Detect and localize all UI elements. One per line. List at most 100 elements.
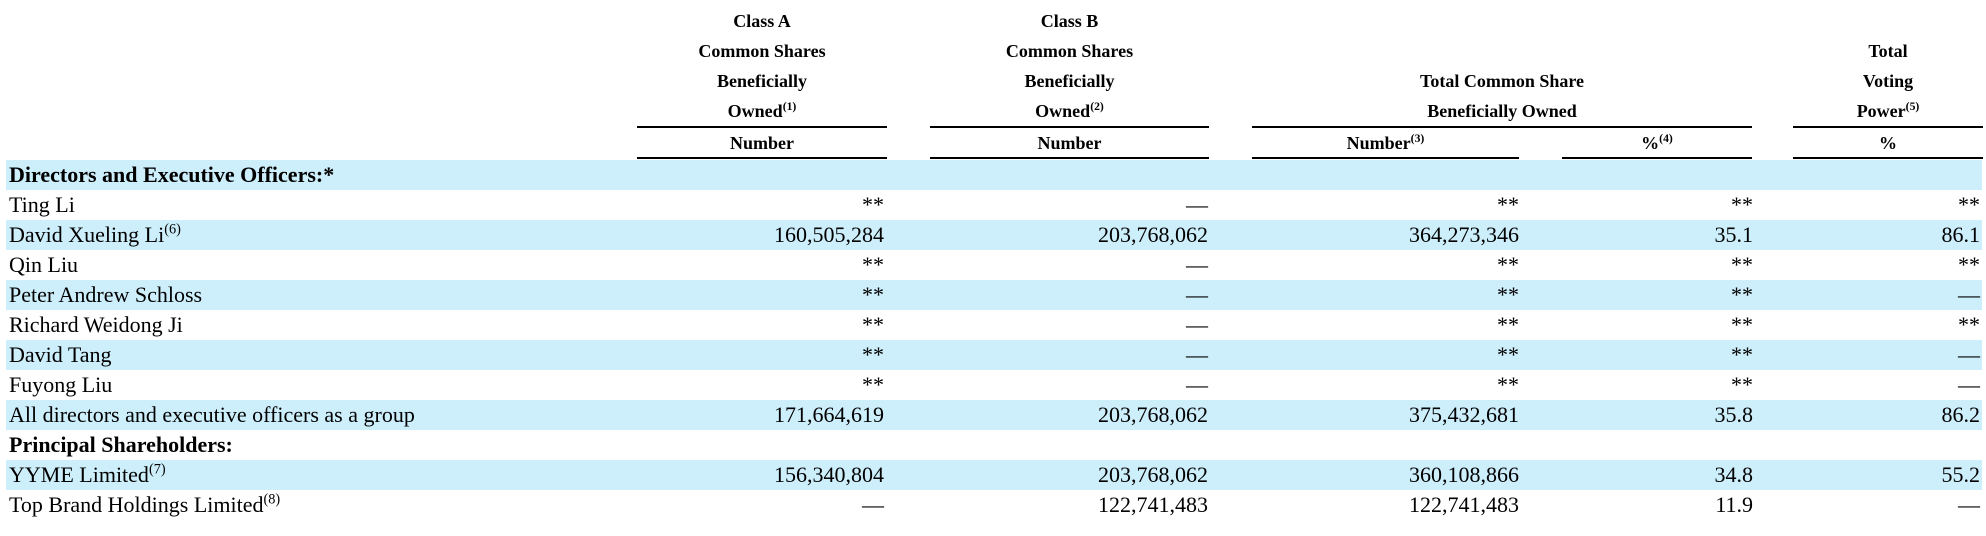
- total-pct-value: **: [1731, 372, 1753, 397]
- voting-pct-value: —: [1958, 492, 1980, 517]
- total-value: **: [1497, 312, 1519, 337]
- holder-name-text: Richard Weidong Ji: [9, 312, 183, 337]
- footnote-marker: (1): [782, 100, 797, 113]
- class-b-number-header: Number: [1037, 133, 1102, 153]
- holder-name-text: David Xueling Li: [9, 222, 165, 247]
- class-a-value: **: [862, 372, 884, 397]
- class-a-header-line: Common Shares: [698, 41, 826, 61]
- footnote-marker: (2): [1090, 100, 1104, 113]
- voting-pct-value: —: [1958, 372, 1980, 397]
- class-b-header-line: Common Shares: [1005, 41, 1134, 61]
- class-b-value: —: [1186, 342, 1208, 367]
- holder-name: Peter Andrew Schloss: [9, 280, 202, 310]
- holder-name: YYME Limited(7): [9, 460, 166, 490]
- class-b-header-line: Beneficially: [1024, 71, 1115, 91]
- holder-name: Top Brand Holdings Limited(8): [9, 490, 280, 520]
- table-row: Top Brand Holdings Limited(8) — 122,741,…: [6, 490, 1982, 520]
- total-rule: [1252, 126, 1752, 128]
- table-row: Fuyong Liu ** — ** ** —: [6, 370, 1982, 400]
- class-a-header-line: Class A: [733, 11, 791, 31]
- class-a-number-header: Number: [730, 133, 794, 153]
- total-pct-value: 35.1: [1714, 222, 1754, 247]
- voting-sub-rule: [1793, 157, 1983, 159]
- table-row: David Xueling Li(6) 160,505,284 203,768,…: [6, 220, 1982, 250]
- voting-header-line: Total: [1868, 41, 1908, 61]
- class-a-sub-rule: [637, 157, 887, 159]
- class-b-value: 203,768,062: [1098, 462, 1208, 487]
- holder-name-text: David Tang: [9, 342, 112, 367]
- total-pct-rule: [1562, 157, 1752, 159]
- class-b-value: 203,768,062: [1098, 402, 1208, 427]
- total-value: **: [1497, 342, 1519, 367]
- voting-header: Total Voting Power(5): [1793, 36, 1983, 126]
- table-row: Qin Liu ** — ** ** **: [6, 250, 1982, 280]
- total-value: 364,273,346: [1409, 222, 1519, 247]
- class-b-header: Class B Common Shares Beneficially Owned…: [930, 6, 1209, 126]
- holder-name-text: Qin Liu: [9, 252, 79, 277]
- total-header: Total Common Share Beneficially Owned: [1252, 66, 1752, 126]
- voting-header-line: Power(5): [1793, 96, 1983, 126]
- total-value: **: [1497, 282, 1519, 307]
- voting-pct-value: —: [1958, 282, 1980, 307]
- voting-header-power: Power: [1856, 101, 1906, 121]
- holder-name-text: All directors and executive officers as …: [9, 402, 415, 427]
- table-row: Richard Weidong Ji ** — ** ** **: [6, 310, 1982, 340]
- class-a-value: 156,340,804: [774, 462, 884, 487]
- class-b-value: —: [1186, 312, 1208, 337]
- total-pct-value: **: [1731, 312, 1753, 337]
- total-header-line: Beneficially Owned: [1427, 101, 1577, 121]
- total-pct-value: 11.9: [1715, 492, 1753, 517]
- class-a-value: 171,664,619: [774, 402, 884, 427]
- class-a-value: **: [862, 192, 884, 217]
- voting-pct-value: 55.2: [1941, 462, 1981, 487]
- class-b-rule: [930, 126, 1209, 128]
- total-value: 122,741,483: [1409, 492, 1519, 517]
- total-value: 360,108,866: [1409, 462, 1519, 487]
- class-b-header-line: Owned(2): [930, 96, 1209, 126]
- table-row: Ting Li ** — ** ** **: [6, 190, 1982, 220]
- class-b-sub-rule: [930, 157, 1209, 159]
- table-row: David Tang ** — ** ** —: [6, 340, 1982, 370]
- total-value: **: [1497, 372, 1519, 397]
- holder-name: David Xueling Li(6): [9, 220, 181, 250]
- holder-name: Richard Weidong Ji: [9, 310, 183, 340]
- holder-name-text: Ting Li: [9, 192, 75, 217]
- class-a-header-owned: Owned: [727, 101, 783, 121]
- total-pct-label: %: [1641, 133, 1660, 153]
- holder-name: Fuyong Liu: [9, 370, 112, 400]
- section-row-principal: Principal Shareholders:: [6, 430, 1982, 460]
- holder-name-text: Fuyong Liu: [9, 372, 113, 397]
- table-row: Peter Andrew Schloss ** — ** ** —: [6, 280, 1982, 310]
- total-number-rule: [1252, 157, 1519, 159]
- total-pct-value: 35.8: [1714, 402, 1754, 427]
- footnote-marker: (8): [263, 491, 281, 508]
- class-a-rule: [637, 126, 887, 128]
- voting-pct-value: 86.1: [1941, 222, 1981, 247]
- total-value: 375,432,681: [1409, 402, 1519, 427]
- class-b-value: —: [1186, 192, 1208, 217]
- total-pct-header: %(4): [1562, 128, 1752, 158]
- class-a-value: **: [862, 252, 884, 277]
- holder-name-text: YYME Limited: [9, 462, 149, 487]
- class-b-value: —: [1186, 282, 1208, 307]
- holder-name: David Tang: [9, 340, 112, 370]
- class-b-value: 203,768,062: [1098, 222, 1208, 247]
- voting-rule: [1793, 126, 1983, 128]
- voting-pct-value: **: [1958, 312, 1980, 337]
- section-title: Directors and Executive Officers:*: [9, 162, 335, 187]
- section-title: Principal Shareholders:: [9, 432, 233, 457]
- class-b-header-line: Class B: [1040, 11, 1099, 31]
- holder-name-text: Top Brand Holdings Limited: [9, 492, 264, 517]
- footnote-marker: (7): [148, 461, 166, 478]
- section-row-directors: Directors and Executive Officers:*: [6, 160, 1982, 190]
- total-value: **: [1497, 252, 1519, 277]
- class-b-value: 122,741,483: [1098, 492, 1208, 517]
- total-pct-value: **: [1731, 342, 1753, 367]
- voting-pct-value: **: [1958, 252, 1980, 277]
- total-pct-value: **: [1731, 252, 1753, 277]
- holder-name: Qin Liu: [9, 250, 78, 280]
- voting-pct-header: %: [1879, 133, 1897, 153]
- total-pct-value: **: [1731, 282, 1753, 307]
- table-row: All directors and executive officers as …: [6, 400, 1982, 430]
- class-a-header: Class A Common Shares Beneficially Owned…: [637, 6, 887, 126]
